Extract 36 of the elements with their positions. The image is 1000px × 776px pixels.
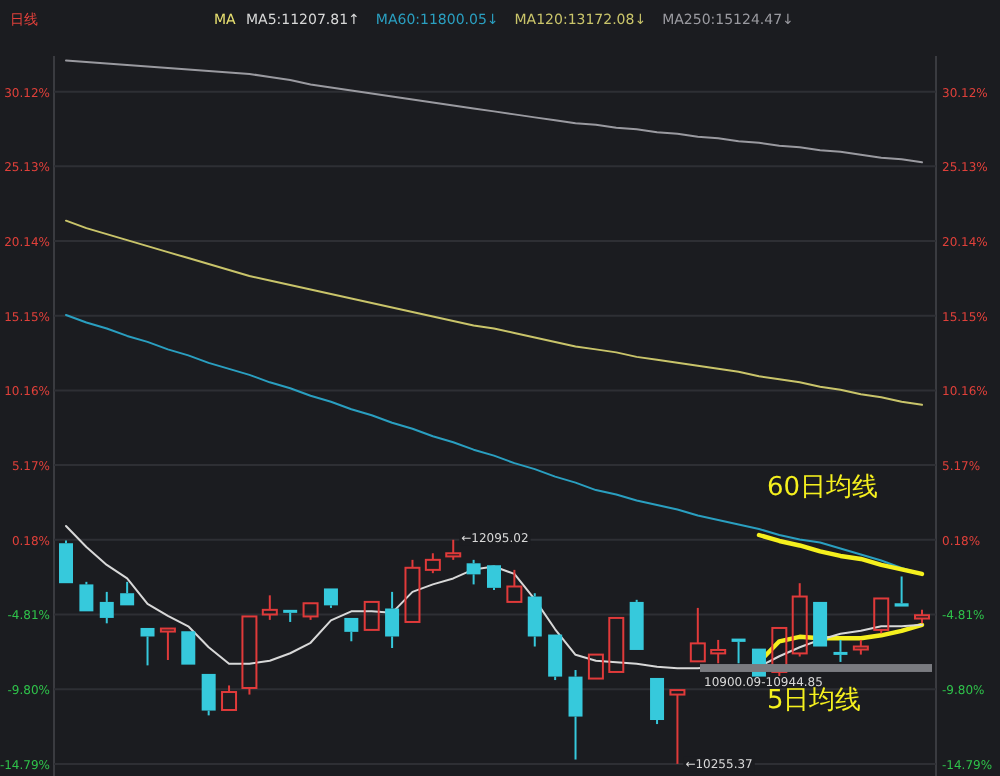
candlestick [261, 594, 278, 621]
candlestick [241, 615, 258, 696]
candlestick [221, 684, 238, 711]
candlestick [629, 598, 644, 650]
candlestick [568, 669, 583, 761]
candlestick [710, 638, 727, 665]
candlestick [731, 638, 746, 665]
line-series [65, 525, 923, 670]
candlestick [608, 616, 625, 673]
line-series [65, 219, 923, 406]
candlestick [363, 600, 380, 631]
candlestick [181, 631, 196, 665]
candlestick [487, 565, 501, 591]
candlestick [159, 627, 176, 661]
candlestick [344, 617, 359, 643]
candlestick [120, 580, 135, 606]
candlestick [689, 606, 706, 663]
candlestick [385, 590, 400, 650]
candlestick [506, 568, 523, 603]
series-label: 5日均线 [766, 686, 862, 717]
candlestick [833, 638, 848, 663]
candlestick [99, 590, 114, 625]
candlestick [650, 677, 665, 726]
candlestick [140, 627, 155, 667]
candlestick [59, 539, 73, 584]
candlestick [527, 592, 542, 648]
candlestick [813, 601, 828, 647]
candlestick [669, 689, 686, 765]
line-series [756, 532, 925, 577]
candlestick [323, 588, 338, 609]
candlestick [283, 609, 298, 623]
line-series [65, 59, 923, 164]
candlestick [894, 575, 909, 607]
candlestick [587, 653, 604, 680]
series-label: 60日均线 [766, 473, 879, 503]
candlestick [791, 582, 808, 658]
